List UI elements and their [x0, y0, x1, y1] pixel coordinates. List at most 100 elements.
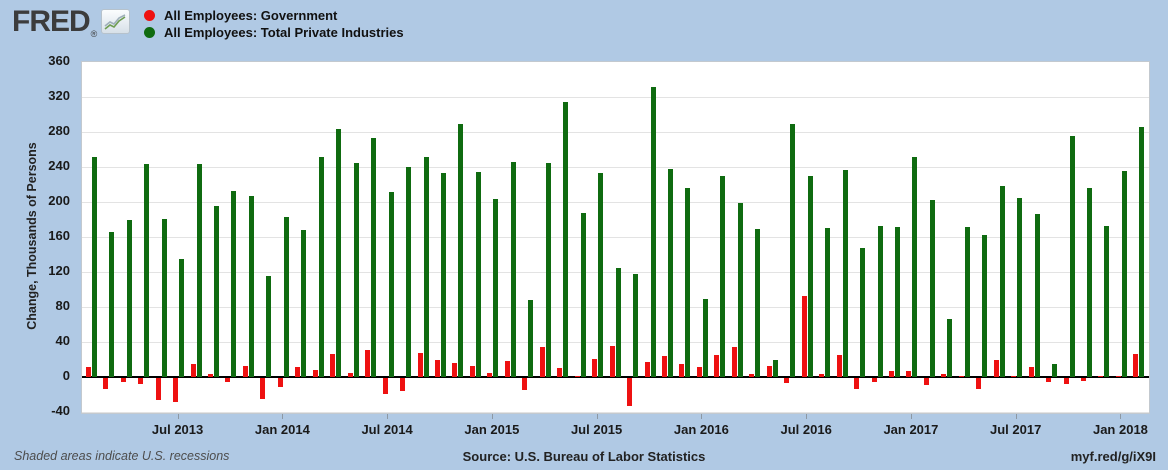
- bar-government[interactable]: [487, 372, 493, 377]
- bar-private[interactable]: [179, 258, 185, 377]
- bar-government[interactable]: [1133, 354, 1139, 377]
- bar-government[interactable]: [819, 374, 825, 377]
- bar-private[interactable]: [458, 124, 464, 377]
- bar-private[interactable]: [650, 86, 656, 377]
- bar-private[interactable]: [929, 200, 935, 377]
- bar-government[interactable]: [504, 361, 510, 377]
- bar-government[interactable]: [766, 365, 772, 377]
- bar-government[interactable]: [906, 370, 912, 377]
- bar-private[interactable]: [737, 202, 743, 377]
- bar-private[interactable]: [894, 227, 900, 377]
- bar-government[interactable]: [155, 378, 161, 400]
- bar-private[interactable]: [1121, 170, 1127, 377]
- bar-government[interactable]: [277, 378, 283, 387]
- bar-private[interactable]: [633, 273, 639, 377]
- bar-government[interactable]: [242, 365, 248, 377]
- bar-private[interactable]: [1069, 136, 1075, 377]
- bar-private[interactable]: [702, 299, 708, 377]
- bar-private[interactable]: [528, 300, 534, 377]
- bar-government[interactable]: [993, 360, 999, 377]
- bar-government[interactable]: [871, 378, 877, 383]
- bar-government[interactable]: [208, 373, 214, 377]
- bar-government[interactable]: [609, 345, 615, 377]
- bar-government[interactable]: [1098, 376, 1104, 377]
- bar-private[interactable]: [406, 167, 412, 377]
- bar-government[interactable]: [452, 363, 458, 377]
- bar-government[interactable]: [225, 378, 231, 383]
- bar-private[interactable]: [248, 195, 254, 377]
- bar-private[interactable]: [1034, 214, 1040, 377]
- bar-government[interactable]: [382, 378, 388, 394]
- bar-private[interactable]: [860, 248, 866, 377]
- bar-government[interactable]: [714, 355, 720, 377]
- bar-government[interactable]: [469, 365, 475, 377]
- bar-government[interactable]: [627, 378, 633, 406]
- bar-government[interactable]: [347, 372, 353, 377]
- bar-government[interactable]: [400, 378, 406, 392]
- bar-private[interactable]: [441, 173, 446, 377]
- bar-private[interactable]: [353, 162, 359, 377]
- bar-government[interactable]: [557, 368, 563, 377]
- source-link[interactable]: Source: U.S. Bureau of Labor Statistics: [462, 449, 706, 464]
- bar-private[interactable]: [388, 191, 394, 377]
- bar-government[interactable]: [731, 347, 737, 377]
- bar-private[interactable]: [807, 175, 813, 377]
- bar-private[interactable]: [999, 186, 1005, 377]
- bar-government[interactable]: [1046, 378, 1052, 383]
- bar-private[interactable]: [1087, 188, 1093, 377]
- bar-private[interactable]: [720, 175, 726, 377]
- bar-private[interactable]: [144, 164, 150, 377]
- bar-private[interactable]: [371, 138, 377, 377]
- bar-government[interactable]: [138, 378, 144, 385]
- bar-government[interactable]: [976, 378, 982, 389]
- bar-private[interactable]: [825, 228, 831, 377]
- bar-government[interactable]: [103, 378, 109, 390]
- bar-government[interactable]: [539, 347, 545, 377]
- bar-private[interactable]: [475, 172, 481, 377]
- bar-government[interactable]: [958, 376, 964, 377]
- bar-government[interactable]: [854, 378, 860, 390]
- bar-government[interactable]: [365, 349, 371, 377]
- bar-private[interactable]: [283, 216, 289, 377]
- bar-private[interactable]: [545, 162, 551, 377]
- bar-government[interactable]: [749, 373, 755, 377]
- bar-private[interactable]: [982, 235, 988, 377]
- bar-government[interactable]: [260, 378, 266, 399]
- bar-private[interactable]: [1052, 363, 1058, 377]
- bar-government[interactable]: [574, 376, 580, 377]
- bar-private[interactable]: [1139, 126, 1145, 377]
- bar-private[interactable]: [685, 188, 691, 377]
- bar-private[interactable]: [510, 161, 516, 377]
- bar-government[interactable]: [1028, 366, 1034, 377]
- bar-private[interactable]: [563, 102, 569, 377]
- bar-government[interactable]: [85, 367, 91, 377]
- bar-government[interactable]: [522, 378, 528, 391]
- short-url-link[interactable]: myf.red/g/iX9I: [1070, 449, 1156, 464]
- bar-government[interactable]: [173, 378, 179, 402]
- bar-government[interactable]: [295, 366, 301, 377]
- bar-government[interactable]: [435, 360, 440, 377]
- bar-government[interactable]: [679, 363, 685, 377]
- bar-private[interactable]: [161, 218, 167, 377]
- bar-private[interactable]: [423, 157, 429, 377]
- bar-government[interactable]: [592, 358, 598, 377]
- bar-private[interactable]: [842, 169, 848, 377]
- bar-government[interactable]: [1115, 376, 1121, 377]
- bar-government[interactable]: [923, 378, 929, 385]
- bar-private[interactable]: [1104, 225, 1110, 377]
- bar-government[interactable]: [312, 370, 318, 377]
- bar-private[interactable]: [615, 267, 621, 377]
- bar-private[interactable]: [336, 129, 342, 377]
- bar-private[interactable]: [667, 168, 673, 377]
- bar-private[interactable]: [318, 156, 324, 377]
- bar-government[interactable]: [784, 378, 790, 384]
- bar-private[interactable]: [964, 227, 970, 377]
- bar-private[interactable]: [266, 276, 272, 377]
- bar-government[interactable]: [1081, 378, 1087, 381]
- bar-government[interactable]: [417, 353, 423, 377]
- bar-government[interactable]: [941, 373, 947, 377]
- bar-private[interactable]: [598, 173, 604, 377]
- bar-private[interactable]: [580, 212, 586, 377]
- bar-government[interactable]: [120, 378, 126, 383]
- bar-private[interactable]: [91, 156, 97, 377]
